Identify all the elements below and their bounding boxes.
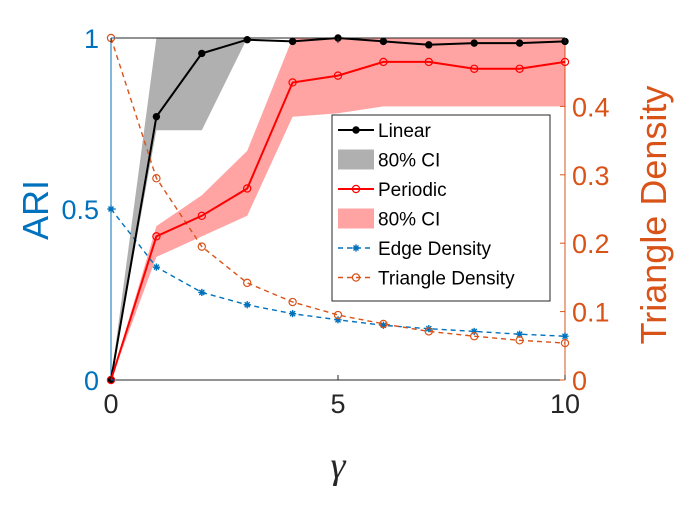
data-point-linear bbox=[379, 37, 388, 46]
y-tick-label-left: 0.5 bbox=[61, 195, 99, 225]
data-point-periodic bbox=[424, 57, 433, 67]
data-point-edge-density bbox=[243, 301, 251, 309]
data-point-periodic bbox=[242, 184, 252, 193]
legend-label: 80% CI bbox=[378, 151, 440, 172]
legend-swatch-patch bbox=[338, 149, 374, 170]
data-point-linear bbox=[243, 36, 251, 44]
data-point-edge-density bbox=[470, 327, 478, 336]
data-point-triangle-density bbox=[379, 319, 388, 329]
legend-label: Edge Density bbox=[378, 239, 492, 260]
data-point-triangle-density bbox=[197, 242, 206, 251]
legend-swatch-patch bbox=[338, 208, 374, 229]
y-tick-label-right: 0.3 bbox=[572, 161, 610, 191]
data-point-periodic bbox=[470, 64, 479, 73]
legend: Linear 80% CI Periodic 80% CI Edge Density Tr… bbox=[331, 114, 551, 302]
data-point-triangle-density bbox=[470, 332, 479, 341]
data-point-periodic bbox=[197, 211, 206, 221]
data-point-linear bbox=[470, 39, 478, 47]
x-tick-label: 5 bbox=[330, 389, 345, 419]
legend-swatch-marker bbox=[352, 126, 360, 134]
data-point-linear bbox=[288, 37, 297, 46]
series-periodic bbox=[106, 57, 570, 385]
series-line-triangle-density bbox=[110, 37, 566, 344]
data-point-periodic bbox=[333, 71, 343, 80]
data-point-edge-density bbox=[516, 330, 524, 338]
legend-label: 80% CI bbox=[378, 210, 440, 231]
legend-item: Edge Density bbox=[338, 239, 492, 260]
x-tick-label: 0 bbox=[103, 389, 118, 419]
y-tick-label-right: 0.2 bbox=[572, 229, 610, 259]
legend-item: 80% CI bbox=[338, 208, 440, 231]
data-point-triangle-density bbox=[333, 310, 343, 320]
ci-band-linear bbox=[111, 38, 565, 380]
data-point-edge-density bbox=[425, 325, 433, 333]
data-point-triangle-density bbox=[560, 338, 570, 348]
data-point-edge-density bbox=[561, 332, 569, 340]
legend-item: Periodic bbox=[338, 180, 447, 201]
data-point-periodic bbox=[379, 57, 388, 67]
data-point-edge-density bbox=[152, 263, 160, 271]
data-point-edge-density bbox=[334, 316, 342, 324]
legend-item: Linear bbox=[338, 121, 431, 142]
data-point-edge-density bbox=[198, 288, 206, 297]
legend-box bbox=[331, 114, 551, 302]
data-point-periodic bbox=[288, 78, 297, 87]
series-edge-density bbox=[107, 205, 569, 340]
legend-swatch-marker bbox=[352, 244, 360, 252]
legend-swatch-marker bbox=[351, 273, 361, 282]
y-axis-label-left: ARI bbox=[15, 180, 56, 240]
data-point-linear bbox=[425, 41, 433, 49]
y-tick-label-left: 0 bbox=[84, 366, 99, 396]
data-point-linear bbox=[515, 39, 524, 47]
data-point-linear bbox=[198, 49, 206, 58]
legend-label: Triangle Density bbox=[378, 269, 515, 290]
legend-item: 80% CI bbox=[338, 149, 440, 172]
data-point-edge-density bbox=[379, 321, 387, 329]
data-point-periodic bbox=[152, 232, 161, 241]
y-tick-label-right: 0.4 bbox=[572, 92, 610, 122]
data-point-triangle-density bbox=[515, 336, 524, 345]
data-point-triangle-density bbox=[242, 278, 252, 288]
y-axis-label-right: Triangle Density bbox=[633, 86, 674, 345]
data-point-periodic bbox=[515, 64, 524, 73]
legend-item: Triangle Density bbox=[338, 269, 515, 290]
data-point-linear bbox=[152, 112, 161, 121]
legend-label: Linear bbox=[378, 121, 431, 142]
legend-label: Periodic bbox=[378, 180, 447, 201]
data-point-triangle-density bbox=[288, 297, 297, 307]
series-line-periodic bbox=[110, 60, 566, 381]
data-point-periodic bbox=[560, 57, 570, 67]
y-tick-label-left: 1 bbox=[84, 24, 99, 54]
data-point-triangle-density bbox=[424, 327, 433, 336]
y-tick-label-right: 0.1 bbox=[572, 298, 610, 328]
legend-swatch-marker bbox=[351, 184, 361, 194]
x-tick-label: 10 bbox=[550, 389, 580, 419]
data-point-edge-density bbox=[289, 310, 297, 318]
x-axis-label: γ bbox=[331, 445, 347, 487]
y-tick-label-right: 0 bbox=[572, 366, 587, 396]
data-point-triangle-density bbox=[152, 174, 161, 183]
